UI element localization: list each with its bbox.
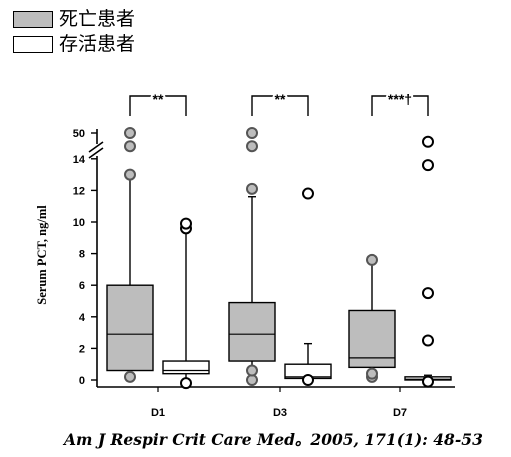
- legend-item-dead: 死亡患者: [13, 8, 135, 30]
- legend-label-survivor: 存活患者: [59, 33, 136, 55]
- outlier-point: [246, 127, 258, 139]
- box-survivor: [162, 360, 210, 375]
- outlier-point: [180, 217, 192, 230]
- outlier-point: [422, 135, 434, 148]
- x-tick-label: D1: [151, 407, 165, 419]
- y-axis-label: Serum PCT, ng/ml: [35, 205, 49, 305]
- outlier-point: [246, 364, 258, 377]
- significance-bracket: [129, 95, 187, 116]
- outlier-point: [366, 253, 378, 266]
- citation: Am J Respir Crit Care Med。2005, 171(1): …: [64, 430, 483, 449]
- significance-label: ***†: [388, 91, 412, 107]
- outlier-point: [422, 159, 434, 172]
- y-tick-label: 6: [79, 280, 85, 292]
- y-tick-label: 8: [79, 249, 85, 261]
- outlier-point: [180, 377, 192, 390]
- outlier-point: [124, 127, 136, 139]
- outlier-point: [302, 187, 314, 200]
- y-tick-label: 2: [79, 343, 85, 355]
- significance-label: **: [153, 91, 164, 107]
- y-tick-label: 10: [73, 217, 85, 229]
- legend-item-survivor: 存活患者: [13, 33, 135, 55]
- legend-swatch-dead: [13, 10, 53, 28]
- axis-break-mark: [88, 141, 104, 153]
- legend-label-dead: 死亡患者: [59, 8, 136, 30]
- significance-label: **: [275, 91, 286, 107]
- box-dead: [348, 309, 396, 369]
- box-dead: [228, 301, 276, 362]
- y-tick-label: 0: [79, 375, 85, 387]
- legend-swatch-survivor: [13, 35, 53, 53]
- y-tick-label: 4: [79, 312, 86, 324]
- axis-break-mark: [88, 147, 104, 159]
- outlier-point: [246, 140, 258, 153]
- y-tick-label: 14: [73, 154, 86, 166]
- significance-bracket: [251, 95, 309, 116]
- y-tick-label: 50: [73, 128, 85, 140]
- outlier-point: [124, 168, 136, 181]
- y-tick-label: 12: [73, 185, 85, 197]
- outlier-point: [302, 374, 314, 386]
- outlier-point: [124, 140, 136, 153]
- outlier-point: [422, 375, 434, 388]
- outlier-point: [246, 182, 258, 195]
- outlier-point: [124, 370, 136, 383]
- outlier-point: [422, 287, 434, 300]
- x-tick-label: D7: [393, 407, 407, 419]
- x-tick-label: D3: [273, 407, 287, 419]
- significance-bracket: [371, 95, 429, 116]
- outlier-point: [366, 367, 378, 380]
- outlier-point: [422, 334, 434, 347]
- box-dead: [106, 284, 154, 372]
